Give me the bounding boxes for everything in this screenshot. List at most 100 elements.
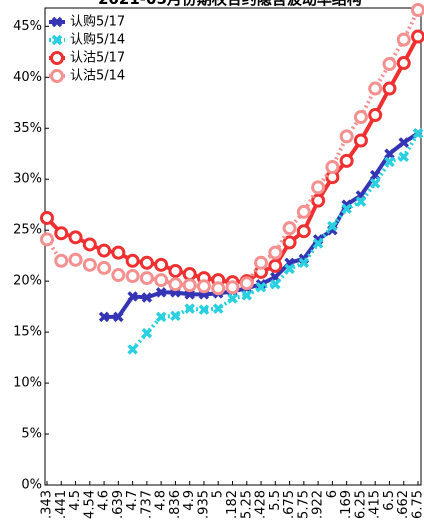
point [270,278,281,290]
y-tick-label: 0% [21,478,42,493]
x-tick-label: 5 [211,490,226,498]
legend-label: 认沽5/14 [70,69,125,84]
point [368,108,383,123]
y-tick-label: 20% [13,274,42,289]
point [127,291,138,302]
point [369,178,381,189]
point [212,303,224,314]
point [339,153,354,168]
point [241,290,253,301]
point [353,133,368,148]
x-tick-label: 6.5 [382,490,397,511]
point [327,220,338,232]
x-tick-label: 5.75 [296,490,311,519]
chart-title: 2021-05月份期权合约隐含波动率结构 [98,0,362,8]
point [254,255,269,270]
point [398,137,409,148]
point [396,56,411,71]
point [51,16,63,28]
point [239,276,254,291]
point [384,148,395,159]
x-tick-label: .169 [339,490,354,519]
x-tick-label: 4.9 [182,490,197,511]
x-tick-label: 4.54 [82,490,97,519]
x-tick-label: 4.5 [68,490,83,511]
x-tick-label: .737 [139,490,154,519]
x-tick-label: 4.8 [154,490,169,511]
point [282,221,297,236]
point [353,110,368,125]
point [396,32,411,47]
point [368,81,383,96]
y-tick-label: 40% [13,70,42,85]
point [268,258,283,273]
point [296,204,311,219]
point [125,269,140,284]
point [155,311,167,323]
x-tick-label: 5.25 [239,490,254,519]
point [412,128,424,139]
point [97,260,112,275]
point [298,257,310,269]
point [382,57,397,72]
point [196,279,211,294]
point [284,263,295,275]
x-tick-label: .675 [282,490,297,519]
point [282,235,297,250]
point [168,277,183,292]
series [40,29,424,290]
point [411,29,424,44]
point [255,282,267,293]
y-tick-label: 25% [13,223,42,238]
point [155,287,167,298]
point [312,238,324,249]
point [111,245,126,260]
y-tick-label: 45% [13,19,42,34]
point [154,273,169,288]
x-tick-label: .441 [54,490,69,519]
point [398,151,409,163]
point [111,268,126,283]
x-tick-label: 6 [325,490,340,498]
point [127,344,138,355]
point [198,304,210,315]
point [54,226,69,241]
point [296,224,311,239]
x-tick-label: .922 [311,490,326,519]
point [311,180,326,195]
point [40,232,54,247]
point [170,310,181,322]
point [184,289,195,300]
point [54,253,69,268]
point [339,129,354,144]
point [82,257,97,272]
x-tick-label: 4.6 [97,490,112,511]
point [113,311,124,323]
x-tick-label: .639 [111,490,126,519]
point [141,327,153,339]
series [98,128,424,323]
y-tick-label: 35% [13,121,42,136]
x-tick-label: 6.75 [411,490,424,519]
x-tick-label: .182 [225,490,240,519]
point [268,245,283,260]
point [211,281,226,296]
point [311,193,326,208]
x-tick-label: 5.5 [268,490,283,511]
point [154,257,169,272]
legend-label: 认购5/14 [70,32,125,48]
point [68,230,83,245]
point [51,34,63,46]
x-tick-label: 6.25 [353,490,368,519]
legend-label: 认购5/17 [70,14,125,30]
point [341,203,352,215]
series [127,128,424,355]
point [184,303,195,314]
point [182,278,197,293]
x-tick-label: .428 [254,490,269,519]
point [82,237,97,252]
point [68,252,83,267]
point [50,69,64,83]
x-tick-label: .836 [168,490,183,519]
